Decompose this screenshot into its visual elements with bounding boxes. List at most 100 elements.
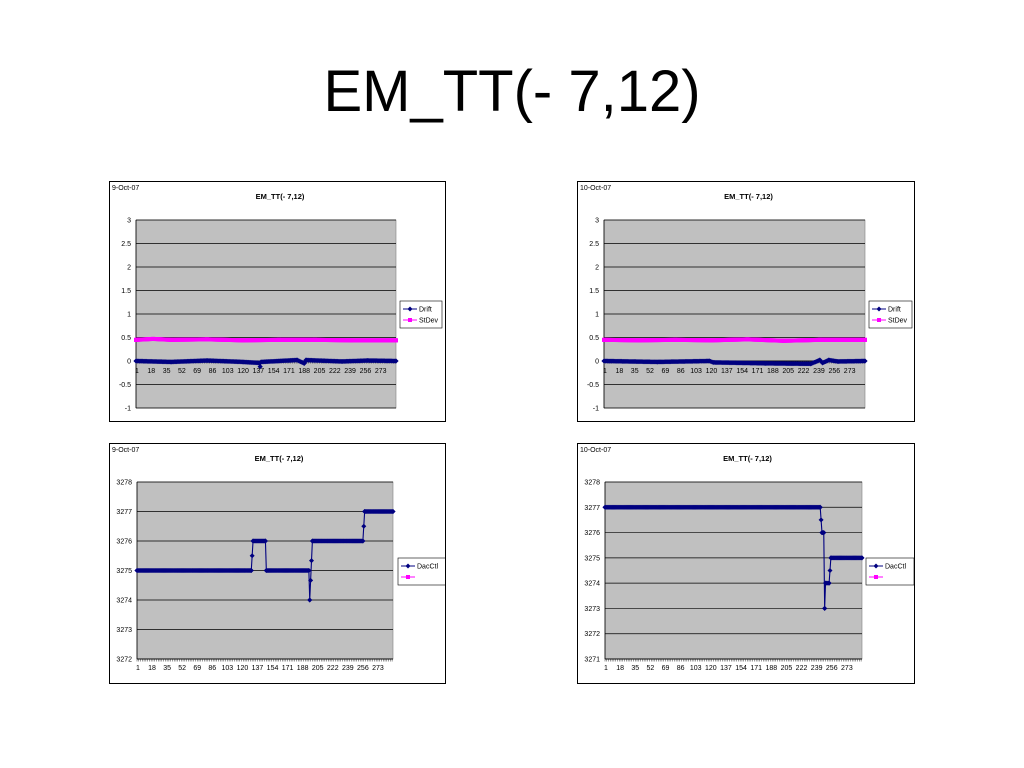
x-tick-label: 256 bbox=[360, 368, 372, 375]
x-tick-label: 35 bbox=[163, 665, 171, 672]
data-point bbox=[308, 577, 314, 583]
legend: DacCtl bbox=[397, 557, 445, 586]
legend-label: DacCtl bbox=[885, 564, 906, 571]
legend-label: Drift bbox=[888, 307, 901, 314]
x-tick-label: 52 bbox=[646, 368, 654, 375]
y-tick-label: 3272 bbox=[116, 657, 132, 664]
data-point bbox=[277, 337, 282, 342]
x-tick-label: 120 bbox=[237, 665, 249, 672]
chart-svg: 10-Oct-07 EM_TT(- 7,12) 3 2.5 2 1.5 1 0.5 0 -0.5 -… bbox=[580, 185, 913, 413]
x-tick-label: 35 bbox=[631, 665, 639, 672]
data-point bbox=[745, 337, 750, 342]
x-tick-label: 18 bbox=[616, 665, 624, 672]
data-point bbox=[826, 357, 832, 363]
y-tick-label: 2.5 bbox=[121, 241, 131, 248]
chart-title: EM_TT(- 7,12) bbox=[256, 192, 305, 201]
chart-title: EM_TT(- 7,12) bbox=[723, 454, 772, 463]
x-tick-label: 239 bbox=[813, 368, 825, 375]
series-drift bbox=[133, 357, 399, 370]
data-point bbox=[781, 338, 786, 343]
data-point bbox=[394, 338, 398, 343]
x-tick-label: 256 bbox=[357, 665, 369, 672]
x-tick-label: 154 bbox=[735, 665, 747, 672]
data-point bbox=[822, 605, 828, 611]
x-tick-label: 103 bbox=[690, 665, 702, 672]
data-point bbox=[827, 568, 833, 573]
x-tick-label: 69 bbox=[193, 368, 201, 375]
chart-panel-drift-10-oct: 10-Oct-07 EM_TT(- 7,12) 3 2.5 2 1.5 1 0.5 0 -0.5 -… bbox=[577, 181, 915, 422]
data-point bbox=[602, 337, 606, 342]
chart-svg: 9-Oct-07 EM_TT(- 7,12) 3278 3277 3276 3275 327… bbox=[112, 447, 445, 672]
data-point bbox=[240, 359, 246, 365]
x-tick-label: 188 bbox=[765, 665, 777, 672]
data-point bbox=[169, 337, 174, 342]
data-point bbox=[673, 337, 678, 342]
data-point bbox=[249, 553, 255, 559]
y-tick-label: 0.5 bbox=[589, 335, 599, 342]
legend-marker bbox=[877, 318, 881, 322]
data-point bbox=[263, 568, 269, 573]
y-tick-label: 0 bbox=[127, 359, 131, 366]
data-point bbox=[601, 358, 607, 364]
y-tick-label: 3276 bbox=[584, 530, 600, 537]
x-tick-label: 222 bbox=[796, 665, 808, 672]
x-tick-label: 1 bbox=[136, 665, 140, 672]
data-point bbox=[339, 358, 345, 364]
x-tick-label: 171 bbox=[752, 368, 764, 375]
legend-marker bbox=[876, 306, 882, 312]
data-point bbox=[707, 358, 713, 364]
x-tick-label: 154 bbox=[736, 368, 748, 375]
legend-box bbox=[399, 300, 443, 329]
x-tick-label: 137 bbox=[720, 665, 732, 672]
data-point bbox=[817, 504, 823, 510]
data-point bbox=[309, 538, 315, 544]
legend-box bbox=[868, 300, 913, 329]
x-tick-label: 256 bbox=[828, 368, 840, 375]
data-point bbox=[151, 336, 156, 341]
x-tick-label: 86 bbox=[209, 368, 217, 375]
legend-box bbox=[865, 557, 914, 586]
x-tick-label: 103 bbox=[690, 368, 702, 375]
y-tick-label: 2 bbox=[127, 265, 131, 272]
data-point bbox=[828, 555, 834, 561]
x-tick-label: 18 bbox=[147, 368, 155, 375]
data-point bbox=[134, 568, 140, 573]
x-tick-label: 273 bbox=[841, 665, 853, 672]
x-tick-label: 137 bbox=[721, 368, 733, 375]
series-stdev bbox=[602, 337, 867, 343]
y-tick-label: 3276 bbox=[116, 539, 132, 546]
chart-panel-dacctl-9-oct: 9-Oct-07 EM_TT(- 7,12) 3278 3277 3276 3275 327… bbox=[109, 443, 446, 684]
x-tick-label: 1 bbox=[604, 665, 608, 672]
x-tick-label: 205 bbox=[782, 368, 794, 375]
data-point bbox=[205, 337, 210, 342]
x-tick-label: 1 bbox=[603, 368, 607, 375]
y-tick-label: 3273 bbox=[584, 606, 600, 613]
y-tick-label: 3 bbox=[595, 218, 599, 225]
x-tick-label: 171 bbox=[282, 665, 294, 672]
data-point bbox=[204, 358, 210, 364]
chart-date: 10-Oct-07 bbox=[580, 185, 611, 192]
y-tick-label: 3 bbox=[127, 218, 131, 225]
data-point bbox=[241, 338, 246, 343]
legend: Drift StDev bbox=[868, 300, 913, 329]
data-point bbox=[360, 538, 366, 544]
y-tick-label: 0.5 bbox=[121, 335, 131, 342]
x-tick-label: 69 bbox=[193, 665, 201, 672]
x-tick-label: 222 bbox=[798, 368, 810, 375]
x-tick-label: 205 bbox=[312, 665, 324, 672]
data-point bbox=[818, 517, 824, 523]
data-point bbox=[654, 359, 660, 365]
data-point bbox=[826, 580, 832, 586]
x-tick-label: 188 bbox=[298, 368, 310, 375]
y-tick-label: 0 bbox=[595, 359, 599, 366]
chart-date: 9-Oct-07 bbox=[112, 447, 139, 454]
x-tick-label: 69 bbox=[662, 368, 670, 375]
x-tick-label: 171 bbox=[283, 368, 295, 375]
data-point bbox=[134, 337, 138, 342]
data-point bbox=[859, 555, 865, 561]
chart-title: EM_TT(- 7,12) bbox=[255, 454, 304, 463]
x-tick-label: 273 bbox=[372, 665, 384, 672]
x-tick-label: 103 bbox=[222, 665, 234, 672]
x-tick-label: 1 bbox=[135, 368, 139, 375]
y-tick-label: 3277 bbox=[116, 509, 132, 516]
